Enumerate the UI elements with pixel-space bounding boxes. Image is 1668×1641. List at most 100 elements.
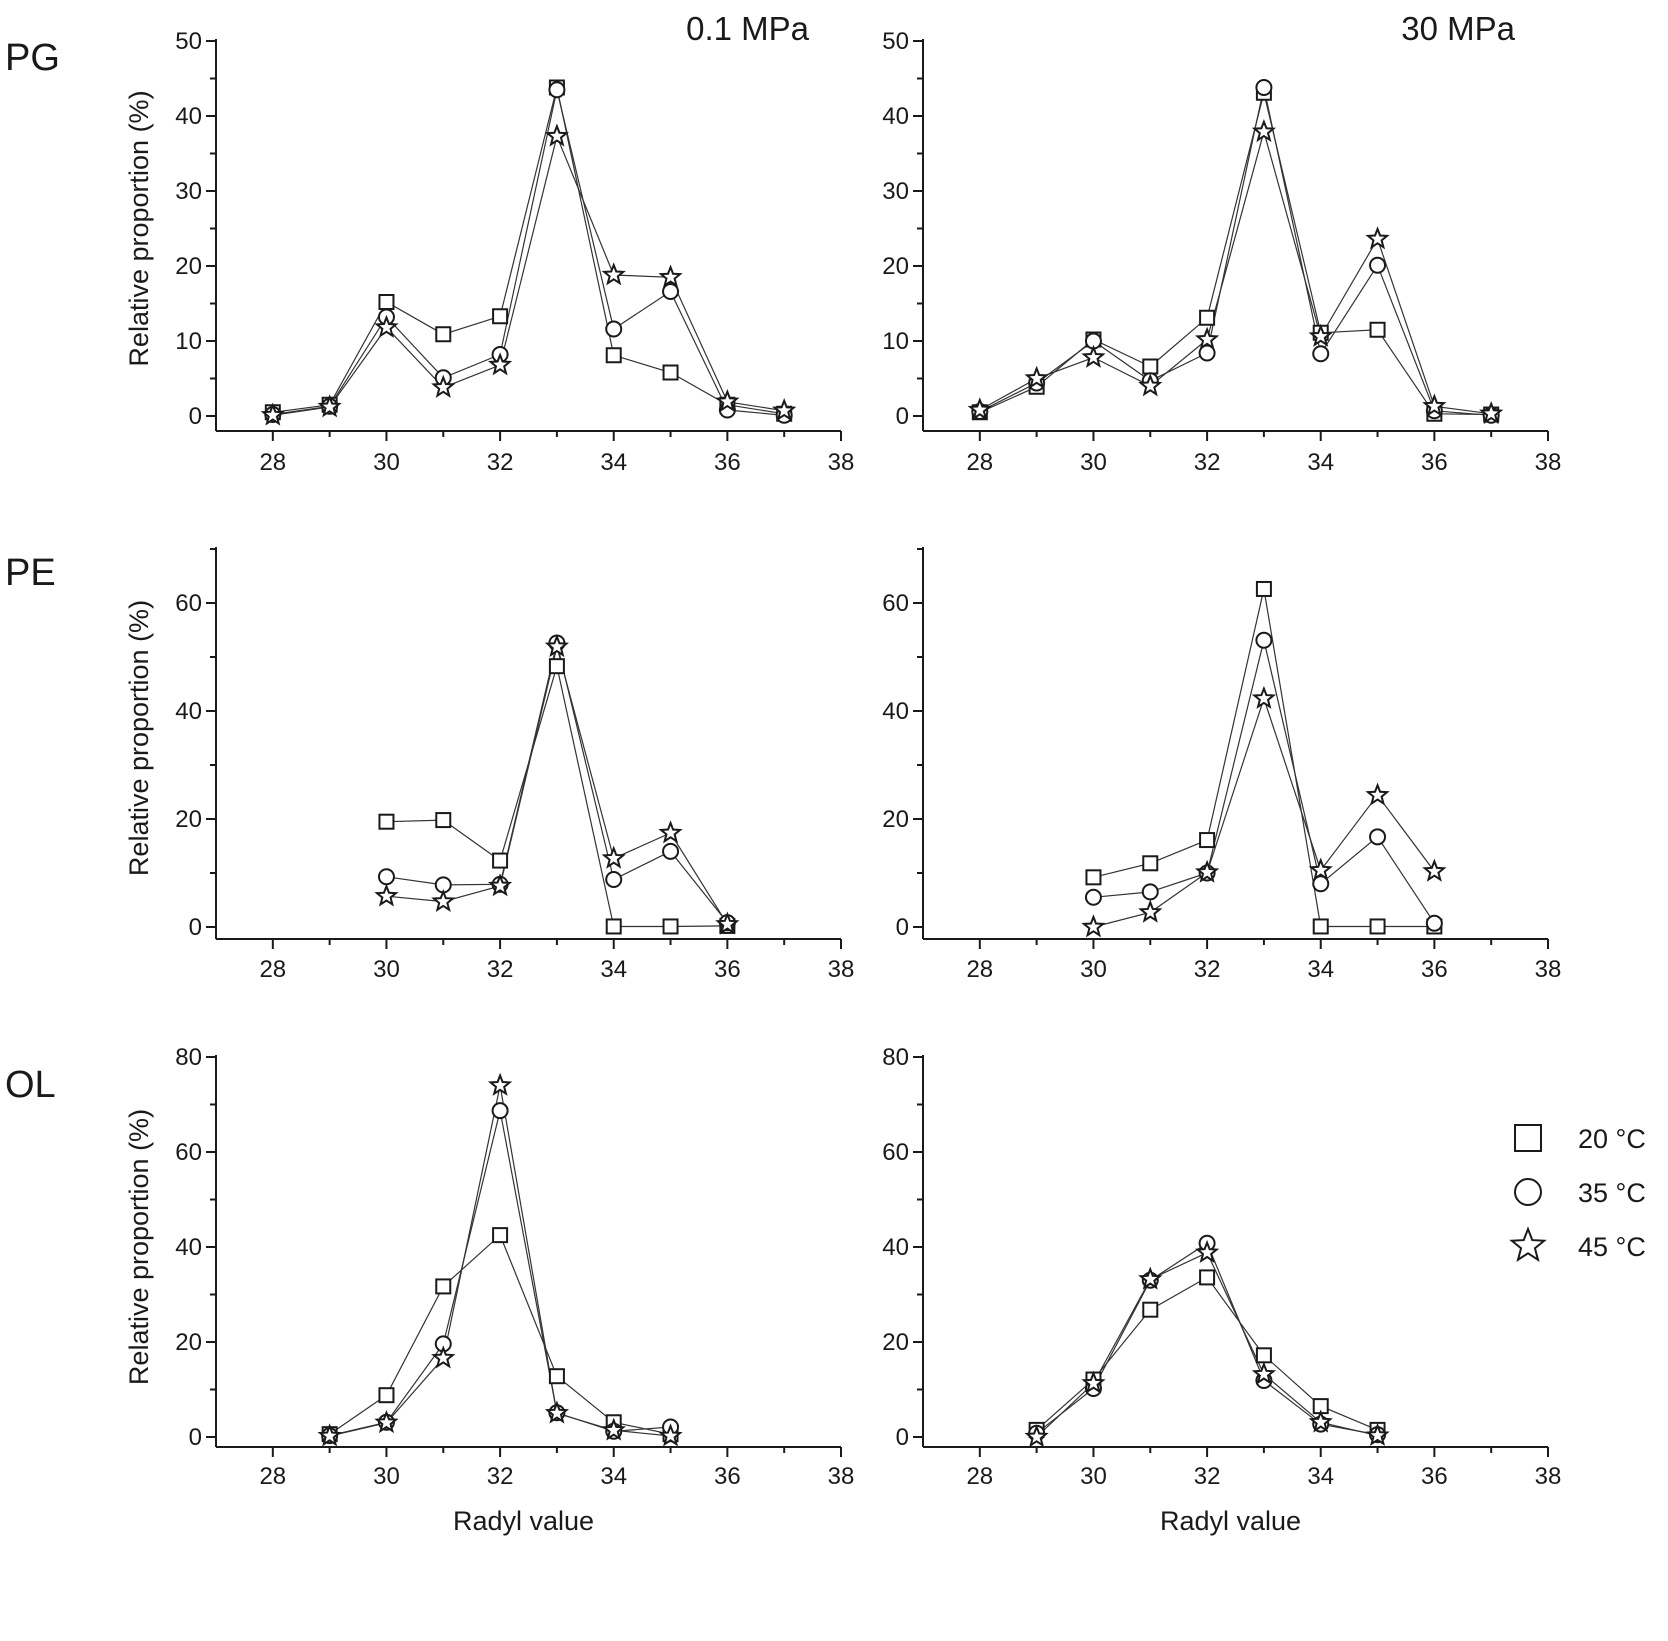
x-tick-label: 30 xyxy=(373,449,400,476)
x-tick-label: 30 xyxy=(1080,1463,1107,1490)
x-tick-label: 34 xyxy=(1307,1463,1334,1490)
data-point-square-20-c xyxy=(1199,832,1216,849)
x-tick-label: 30 xyxy=(1080,956,1107,983)
data-point-star-45-c xyxy=(1308,857,1333,881)
data-point-star-45-c xyxy=(1308,323,1333,347)
data-point-square-20-c xyxy=(378,1387,395,1404)
legend: 20 °C 35 °C 45 °C xyxy=(1509,1124,1646,1262)
data-point-square-20-c xyxy=(492,308,509,325)
data-point-square-20-c xyxy=(1255,1347,1272,1364)
data-point-star-45-c xyxy=(1024,1424,1049,1448)
data-point-star-45-c xyxy=(1422,393,1447,417)
data-point-square-20-c xyxy=(1142,855,1159,872)
data-point-star-45-c xyxy=(1194,1239,1220,1264)
data-point-star-45-c xyxy=(658,1423,683,1447)
data-point-star-45-c xyxy=(431,888,456,912)
data-point-circle-35-c xyxy=(605,320,623,338)
row-label-pg: PG xyxy=(5,37,60,79)
data-point-circle-35-c xyxy=(548,81,566,99)
series-line-45-c xyxy=(979,129,1492,415)
data-point-star-45-c xyxy=(658,820,683,844)
y-tick-label: 20 xyxy=(882,806,909,833)
y-tick-label: 80 xyxy=(882,1044,909,1071)
data-point-star-45-c xyxy=(967,397,992,421)
y-axis-title: Relative proportion (%) xyxy=(124,90,154,366)
y-tick-label: 40 xyxy=(175,698,202,725)
x-tick-label: 28 xyxy=(259,1463,286,1490)
data-point-star-45-c xyxy=(317,1423,342,1447)
x-tick-label: 28 xyxy=(259,449,286,476)
data-point-square-20-c xyxy=(435,812,452,829)
data-point-star-45-c xyxy=(1479,400,1504,425)
column-title-30-mpa: 30 MPa xyxy=(1401,10,1515,47)
data-point-star-45-c xyxy=(1365,1422,1390,1446)
data-point-circle-35-c xyxy=(605,870,623,888)
series-line-45-c xyxy=(329,1085,671,1437)
data-point-square-20-c xyxy=(662,364,679,381)
data-point-square-20-c xyxy=(435,326,452,343)
data-point-square-20-c xyxy=(1199,1269,1216,1286)
data-point-square-20-c xyxy=(605,918,622,935)
series-line-35-c xyxy=(979,87,1492,416)
y-tick-label: 20 xyxy=(882,1329,909,1356)
y-tick-label: 10 xyxy=(882,328,909,355)
x-tick-label: 38 xyxy=(828,1463,855,1490)
y-tick-label: 40 xyxy=(175,1234,202,1261)
row-label-pe: PE xyxy=(5,552,56,594)
data-point-circle-35-c xyxy=(1369,256,1387,274)
data-point-star-45-c xyxy=(544,123,570,147)
y-axis-title: Relative proportion (%) xyxy=(124,1109,154,1385)
data-point-star-45-c xyxy=(1251,1361,1277,1385)
data-point-star-45-c xyxy=(1138,899,1163,923)
x-tick-label: 34 xyxy=(1307,449,1334,476)
row-label-ol: OL xyxy=(5,1064,56,1106)
x-tick-label: 32 xyxy=(487,449,514,476)
data-point-circle-35-c xyxy=(1255,631,1273,649)
y-tick-label: 40 xyxy=(882,1234,909,1261)
data-point-circle-35-c xyxy=(1198,344,1216,362)
x-tick-label: 36 xyxy=(1421,1463,1448,1490)
y-tick-label: 60 xyxy=(882,1139,909,1166)
series-line-20-c xyxy=(272,87,785,415)
data-point-circle-35-c xyxy=(662,842,680,860)
data-point-star-45-c xyxy=(374,314,399,338)
y-tick-label: 0 xyxy=(896,914,909,941)
x-tick-label: 32 xyxy=(1194,956,1221,983)
y-tick-label: 60 xyxy=(882,590,909,617)
y-tick-label: 50 xyxy=(175,28,202,55)
data-point-square-20-c xyxy=(1142,1301,1159,1318)
x-tick-label: 36 xyxy=(1421,449,1448,476)
x-axis-title: Radyl value xyxy=(1160,1506,1301,1536)
x-tick-label: 34 xyxy=(1307,956,1334,983)
data-point-star-45-c xyxy=(1251,118,1277,143)
x-tick-label: 34 xyxy=(600,956,627,983)
data-point-square-20-c xyxy=(548,658,565,675)
data-point-star-45-c xyxy=(317,394,342,418)
y-tick-label: 0 xyxy=(896,403,909,430)
y-tick-label: 50 xyxy=(882,28,909,55)
data-point-star-45-c xyxy=(772,397,797,422)
data-point-square-20-c xyxy=(1085,869,1102,886)
panel-pg-30-mpa: 0 10 20 30 40 50 28 30 32 34 36 38 xyxy=(882,28,1561,476)
data-point-star-45-c xyxy=(487,352,513,376)
y-tick-label: 0 xyxy=(189,1424,202,1451)
y-tick-label: 0 xyxy=(189,914,202,941)
x-tick-label: 38 xyxy=(1535,1463,1562,1490)
x-tick-label: 32 xyxy=(487,956,514,983)
data-point-star-45-c xyxy=(1081,344,1106,368)
data-point-square-20-c xyxy=(378,813,395,830)
x-tick-label: 38 xyxy=(828,956,855,983)
data-point-star-45-c xyxy=(1081,914,1106,938)
data-point-star-45-c xyxy=(1251,685,1277,709)
data-point-star-45-c xyxy=(1308,1409,1333,1433)
data-point-star-45-c xyxy=(601,1417,626,1441)
series-line-35-c xyxy=(1093,640,1435,924)
x-tick-label: 30 xyxy=(373,1463,400,1490)
y-tick-label: 60 xyxy=(175,590,202,617)
x-tick-label: 30 xyxy=(373,956,400,983)
series-line-20-c xyxy=(329,1234,671,1435)
x-tick-label: 32 xyxy=(1194,1463,1221,1490)
y-tick-label: 0 xyxy=(896,1424,909,1451)
data-point-circle-35-c xyxy=(1369,828,1387,846)
data-point-square-20-c xyxy=(492,852,509,869)
